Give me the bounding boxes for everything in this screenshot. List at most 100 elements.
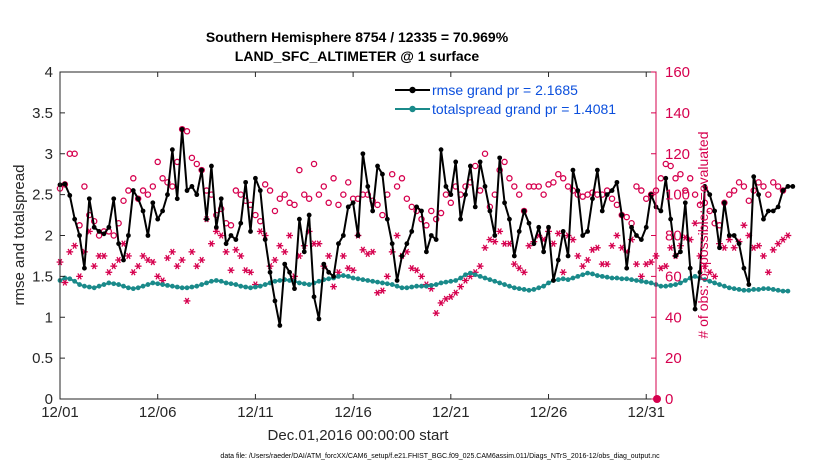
rmse-point — [296, 216, 302, 222]
totalspread-point — [213, 278, 219, 283]
evaluated-point — [510, 260, 518, 268]
totalspread-point — [199, 282, 205, 287]
evaluated-point — [774, 240, 782, 247]
possible-point — [320, 183, 328, 190]
totalspread-point — [521, 287, 527, 292]
rmse-point — [345, 204, 351, 210]
possible-point — [760, 183, 767, 190]
rmse-point — [516, 229, 522, 234]
evaluated-point-stroke — [194, 262, 200, 270]
possible-point — [564, 183, 572, 190]
possible-point — [388, 170, 396, 178]
evaluated-point-stroke — [683, 234, 688, 241]
totalspread-point — [731, 286, 737, 292]
rmse-point — [86, 196, 92, 202]
x-tick-label: 12/31 — [627, 404, 665, 421]
totalspread-point — [721, 283, 727, 289]
totalspread-point — [375, 279, 380, 285]
possible-point — [765, 191, 772, 198]
totalspread-point — [350, 275, 356, 281]
x-tick-label: 12/01 — [41, 404, 79, 421]
evaluated-point — [315, 240, 323, 247]
legend-rmse-marker — [409, 86, 416, 94]
rmse-point — [502, 200, 507, 206]
evaluated-point — [613, 232, 621, 239]
evaluated-point-stroke — [751, 244, 756, 252]
evaluated-point-stroke — [438, 299, 444, 307]
totalspread-point — [360, 277, 366, 283]
rmse-point — [570, 167, 576, 173]
rmse-point — [731, 233, 737, 238]
evaluated-point-stroke — [516, 264, 522, 272]
evaluated-point — [159, 277, 166, 284]
possible-point — [232, 187, 240, 194]
evaluated-point-stroke — [560, 269, 566, 276]
evaluated-point — [515, 264, 523, 272]
evaluated-point — [418, 273, 425, 280]
evaluated-point-stroke — [731, 244, 737, 252]
evaluated-point-stroke — [463, 277, 468, 284]
rmse-point — [619, 212, 625, 218]
rmse-point — [511, 253, 517, 259]
y-right-tick-label: 140 — [665, 105, 690, 122]
evaluated-point — [129, 269, 137, 276]
rmse-point — [580, 233, 586, 238]
totalspread-point — [77, 282, 82, 287]
y-left-tick-label: 4 — [45, 64, 53, 81]
evaluated-point-stroke — [595, 244, 600, 252]
evaluated-point-stroke — [780, 236, 786, 243]
totalspread-point — [189, 284, 195, 290]
totalspread-point — [223, 280, 229, 286]
evaluated-point — [339, 252, 347, 260]
possible-point — [691, 191, 699, 198]
evaluated-point-stroke — [62, 279, 68, 286]
totalspread-point — [658, 283, 664, 289]
totalspread-point — [238, 283, 244, 289]
y-left-tick-label: 3.5 — [32, 105, 53, 122]
y-right-tick-label: 80 — [665, 228, 682, 245]
totalspread-point — [277, 278, 283, 283]
possible-point — [193, 160, 201, 168]
evaluated-point-stroke — [121, 240, 126, 247]
possible-point — [296, 166, 303, 174]
evaluated-point-stroke — [570, 236, 576, 243]
totalspread-point — [575, 273, 581, 279]
evaluated-point — [603, 260, 611, 268]
rmse-point — [702, 184, 708, 189]
evaluated-point-stroke — [458, 283, 463, 290]
y-left-tick-label: 2 — [45, 228, 53, 245]
totalspread-point — [389, 282, 395, 287]
rmse-point — [62, 181, 68, 187]
rmse-point — [472, 204, 478, 210]
rmse-point — [306, 212, 312, 218]
evaluated-point — [691, 219, 699, 227]
possible-point — [667, 162, 674, 170]
rmse-point — [746, 282, 752, 287]
totalspread-point — [555, 277, 561, 283]
evaluated-point — [569, 236, 577, 243]
totalspread-point — [531, 287, 537, 292]
evaluated-point-stroke — [712, 273, 717, 280]
totalspread-point — [380, 280, 385, 286]
totalspread-point — [678, 280, 683, 286]
evaluated-point — [442, 295, 450, 303]
evaluated-point-stroke — [385, 273, 390, 280]
totalspread-point — [365, 278, 371, 283]
possible-point — [276, 195, 284, 202]
evaluated-point-stroke — [443, 295, 449, 303]
evaluated-point-stroke — [331, 283, 336, 290]
rmse-point — [155, 216, 161, 222]
totalspread-point — [487, 277, 493, 283]
evaluated-point-stroke — [409, 264, 415, 272]
evaluated-point-stroke — [775, 240, 781, 247]
rmse-point — [555, 257, 561, 263]
rmse-point — [370, 208, 376, 214]
evaluated-point — [550, 240, 557, 247]
possible-point — [139, 187, 147, 194]
evaluated-point-stroke — [155, 273, 160, 280]
totalspread-point — [438, 280, 444, 286]
rmse-point — [590, 196, 595, 202]
rmse-point — [673, 253, 678, 259]
totalspread-point — [643, 279, 649, 285]
evaluated-point-stroke — [160, 277, 165, 284]
